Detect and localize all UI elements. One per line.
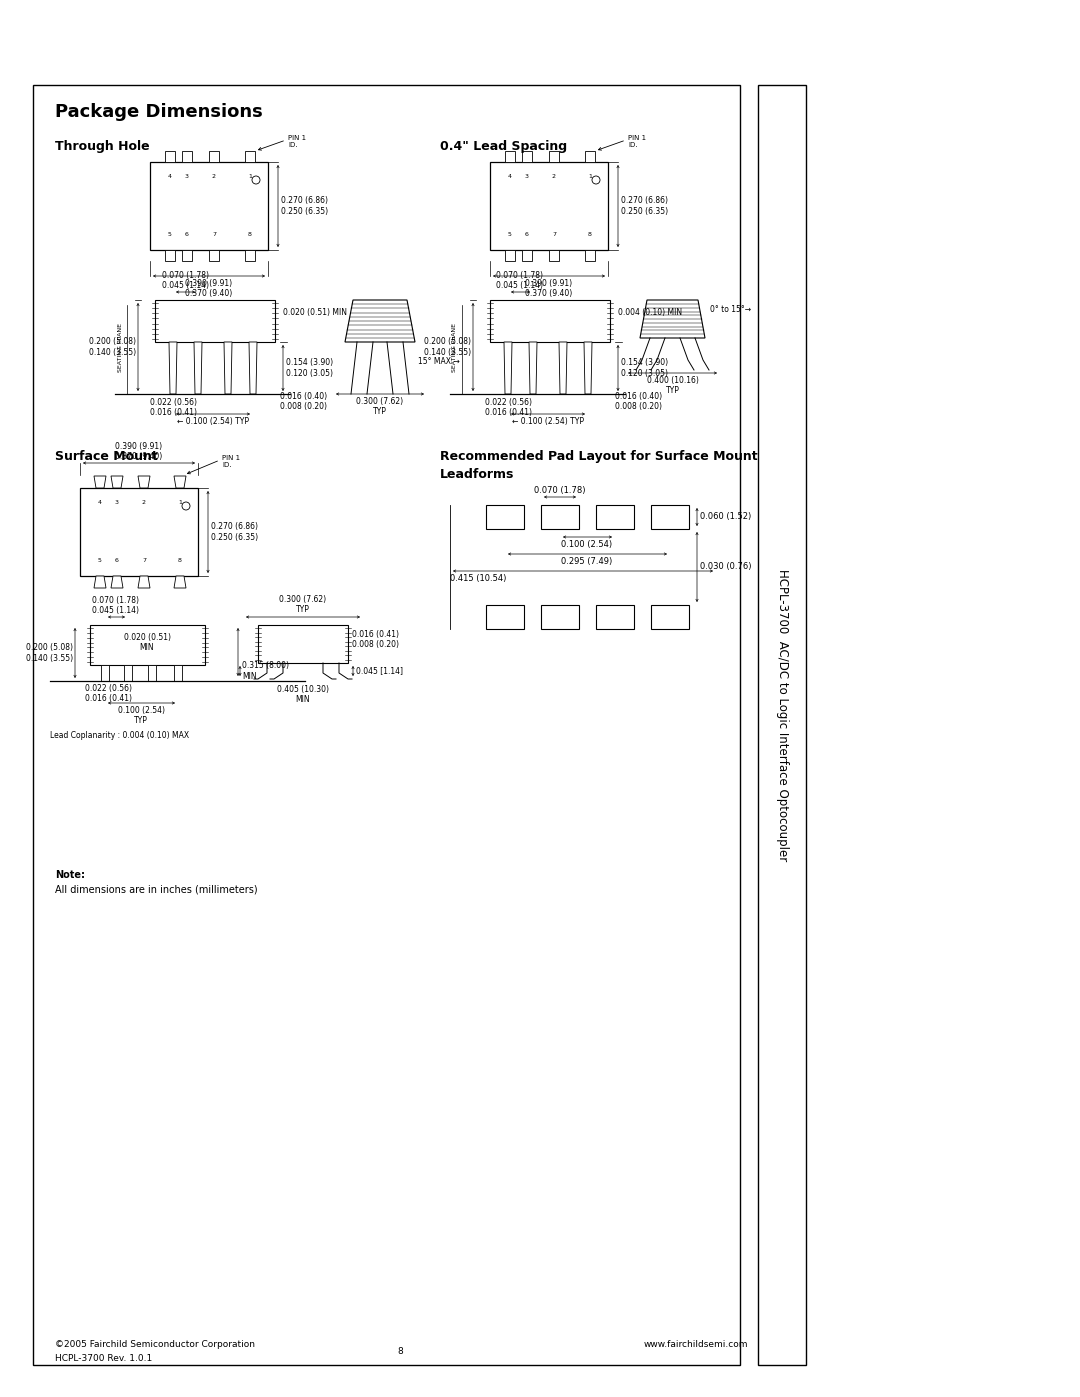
Text: 0.004 (0.10) MIN: 0.004 (0.10) MIN — [618, 307, 683, 317]
Text: 1: 1 — [178, 500, 181, 506]
Bar — [486, 605, 524, 629]
Text: 0.315 (8.00)
MIN: 0.315 (8.00) MIN — [242, 661, 289, 680]
Circle shape — [592, 176, 600, 184]
Text: 5: 5 — [508, 232, 512, 237]
Polygon shape — [640, 300, 705, 338]
Bar — [90, 624, 205, 665]
Text: HCPL-3700  AC/DC to Logic Interface Optocoupler: HCPL-3700 AC/DC to Logic Interface Optoc… — [775, 569, 788, 861]
Text: 0.270 (6.86)
0.250 (6.35): 0.270 (6.86) 0.250 (6.35) — [211, 522, 258, 542]
Text: 0.016 (0.40)
0.008 (0.20): 0.016 (0.40) 0.008 (0.20) — [615, 393, 662, 411]
Polygon shape — [345, 300, 415, 342]
Text: 7: 7 — [552, 232, 556, 237]
Text: 2: 2 — [141, 500, 146, 506]
Polygon shape — [148, 665, 156, 680]
Text: 1: 1 — [248, 175, 252, 179]
Text: 0.070 (1.78)
0.045 (1.14): 0.070 (1.78) 0.045 (1.14) — [93, 595, 139, 615]
Bar — [596, 504, 634, 529]
Polygon shape — [504, 342, 512, 394]
Text: 1: 1 — [589, 175, 592, 179]
Text: Recommended Pad Layout for Surface Mount: Recommended Pad Layout for Surface Mount — [440, 450, 758, 462]
Text: 0.060 (1.52): 0.060 (1.52) — [700, 513, 752, 521]
Bar — [165, 250, 175, 261]
Text: 0.405 (10.30)
MIN: 0.405 (10.30) MIN — [276, 685, 329, 704]
Polygon shape — [529, 342, 537, 394]
Text: 0.022 (0.56)
0.016 (0.41): 0.022 (0.56) 0.016 (0.41) — [85, 685, 132, 704]
Text: 0.415 (10.54): 0.415 (10.54) — [450, 574, 507, 583]
Bar — [183, 250, 192, 261]
Text: PIN 1
ID.: PIN 1 ID. — [288, 136, 306, 148]
Polygon shape — [138, 476, 150, 488]
Polygon shape — [168, 342, 177, 394]
Bar — [549, 250, 559, 261]
Text: 0.400 (10.16)
TYP: 0.400 (10.16) TYP — [647, 376, 699, 395]
Bar — [490, 300, 610, 342]
Circle shape — [183, 502, 190, 510]
Text: 0.300 (7.62)
TYP: 0.300 (7.62) TYP — [280, 595, 326, 615]
Polygon shape — [174, 665, 183, 680]
Bar — [585, 250, 595, 261]
Bar — [210, 151, 219, 162]
Text: 7: 7 — [212, 232, 216, 237]
Polygon shape — [111, 576, 123, 588]
Text: 6: 6 — [185, 232, 189, 237]
Polygon shape — [174, 476, 186, 488]
Polygon shape — [138, 576, 150, 588]
Text: 7: 7 — [141, 559, 146, 563]
Text: SEATING PLANE: SEATING PLANE — [118, 323, 122, 372]
Text: 8: 8 — [178, 559, 181, 563]
Text: 0° to 15°→: 0° to 15°→ — [710, 306, 751, 314]
Text: 2: 2 — [212, 175, 216, 179]
Text: 6: 6 — [116, 559, 119, 563]
Bar — [183, 151, 192, 162]
Bar — [541, 605, 579, 629]
Text: 0.200 (5.08)
0.140 (3.55): 0.200 (5.08) 0.140 (3.55) — [89, 337, 136, 356]
Text: 4: 4 — [98, 500, 102, 506]
Bar — [596, 605, 634, 629]
Text: 0.016 (0.40)
0.008 (0.20): 0.016 (0.40) 0.008 (0.20) — [280, 393, 327, 411]
Bar — [486, 504, 524, 529]
Text: All dimensions are in inches (millimeters): All dimensions are in inches (millimeter… — [55, 884, 258, 894]
Text: 0.022 (0.56)
0.016 (0.41): 0.022 (0.56) 0.016 (0.41) — [150, 398, 197, 418]
Text: ©2005 Fairchild Semiconductor Corporation: ©2005 Fairchild Semiconductor Corporatio… — [55, 1340, 255, 1350]
Text: ← 0.100 (2.54) TYP: ← 0.100 (2.54) TYP — [512, 416, 584, 426]
Polygon shape — [559, 342, 567, 394]
Text: 0.200 (5.08)
0.140 (3.55): 0.200 (5.08) 0.140 (3.55) — [26, 643, 73, 662]
Text: 2: 2 — [552, 175, 556, 179]
Text: 0.070 (1.78)
0.045 (1.14): 0.070 (1.78) 0.045 (1.14) — [162, 271, 208, 291]
Text: 0.295 (7.49): 0.295 (7.49) — [562, 557, 612, 566]
Text: 0.4" Lead Spacing: 0.4" Lead Spacing — [440, 140, 567, 154]
Polygon shape — [124, 665, 132, 680]
Text: 0.390 (9.91)
0.370 (9.40): 0.390 (9.91) 0.370 (9.40) — [186, 279, 232, 299]
Text: 8: 8 — [589, 232, 592, 237]
Polygon shape — [102, 665, 109, 680]
Text: 0.154 (3.90)
0.120 (3.05): 0.154 (3.90) 0.120 (3.05) — [621, 358, 669, 377]
Text: 0.200 (5.08)
0.140 (3.55): 0.200 (5.08) 0.140 (3.55) — [423, 337, 471, 356]
Text: SEATING PLANE: SEATING PLANE — [453, 323, 458, 372]
Text: 0.390 (9.91)
0.370 (9.40): 0.390 (9.91) 0.370 (9.40) — [116, 441, 163, 461]
Text: 0.070 (1.78): 0.070 (1.78) — [535, 486, 585, 495]
Bar — [651, 504, 689, 529]
Text: 0.020 (0.51) MIN: 0.020 (0.51) MIN — [283, 307, 347, 317]
Bar — [245, 151, 255, 162]
Bar — [245, 250, 255, 261]
Text: 4: 4 — [168, 175, 172, 179]
Polygon shape — [194, 342, 202, 394]
Text: 8: 8 — [248, 232, 252, 237]
Text: 5: 5 — [168, 232, 172, 237]
Text: Surface Mount: Surface Mount — [55, 450, 158, 462]
Text: HCPL-3700 Rev. 1.0.1: HCPL-3700 Rev. 1.0.1 — [55, 1354, 152, 1363]
Text: 0.045 [1.14]: 0.045 [1.14] — [356, 666, 403, 676]
Text: Leadforms: Leadforms — [440, 468, 514, 481]
Polygon shape — [174, 576, 186, 588]
Text: 0.100 (2.54)
TYP: 0.100 (2.54) TYP — [118, 705, 164, 725]
Polygon shape — [111, 476, 123, 488]
Bar — [651, 605, 689, 629]
Text: ← 0.100 (2.54) TYP: ← 0.100 (2.54) TYP — [177, 416, 249, 426]
Text: 0.070 (1.78)
0.045 (1.14): 0.070 (1.78) 0.045 (1.14) — [497, 271, 543, 291]
Bar — [522, 151, 532, 162]
Text: 4: 4 — [508, 175, 512, 179]
Bar — [258, 624, 348, 664]
Text: PIN 1
ID.: PIN 1 ID. — [627, 136, 646, 148]
Text: 0.300 (7.62)
TYP: 0.300 (7.62) TYP — [356, 397, 404, 416]
Text: 0.022 (0.56)
0.016 (0.41): 0.022 (0.56) 0.016 (0.41) — [485, 398, 532, 418]
